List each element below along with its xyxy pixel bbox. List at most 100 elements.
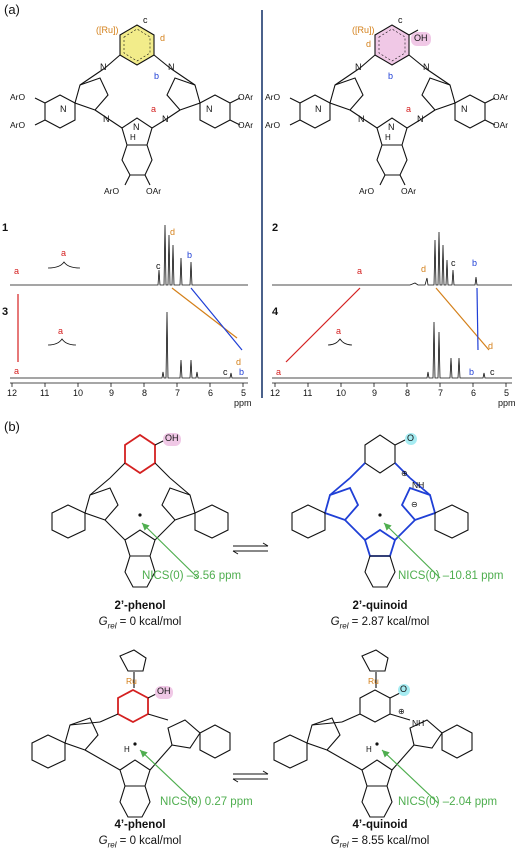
oar-left-2: OAr xyxy=(238,120,254,130)
ru-4quinoid: Ru xyxy=(368,676,379,686)
tick-right-10: 10 xyxy=(336,388,347,398)
correlation-lines xyxy=(17,287,490,363)
oar-right-bottom: OAr xyxy=(401,186,417,196)
grel-symbol: G xyxy=(98,616,108,628)
tick-left-9: 9 xyxy=(109,388,115,398)
h-4quinoid: H xyxy=(366,745,372,754)
aro-right-2: ArO xyxy=(265,120,281,130)
mol-2phenol xyxy=(51,433,229,588)
svg-text:N: N xyxy=(355,62,362,72)
structure-right-labels: N N N N N H N N xyxy=(315,62,468,142)
o-highlight-2quinoid xyxy=(405,433,417,445)
nics-4phenol: NICS(0) 0.27 ppm xyxy=(160,796,253,808)
peak-b-4: b xyxy=(469,367,475,377)
title-4quinoid: 4’-quinoid xyxy=(352,819,408,831)
equilibrium-arrows-bottom xyxy=(232,770,269,783)
peak-a-4-inset: a xyxy=(336,326,342,336)
peak-c-4: c xyxy=(490,367,495,377)
svg-text:N: N xyxy=(103,114,110,124)
oar-right-1: OAr xyxy=(493,92,509,102)
mol-2quinoid xyxy=(291,434,469,588)
spectrum-traces xyxy=(10,224,512,379)
peak-a-3: a xyxy=(14,366,20,376)
tick-right-11: 11 xyxy=(303,388,313,398)
ppm-right: ppm xyxy=(498,398,516,408)
right-axis-ticks xyxy=(274,383,507,387)
site-c-left: c xyxy=(143,15,148,25)
structure-left xyxy=(34,24,241,186)
nh-2quinoid: NH xyxy=(412,480,425,490)
title-4phenol: 4’-phenol xyxy=(114,819,166,831)
oar-right-2: OAr xyxy=(493,120,509,130)
structure-left-labels: N N N N N H N N xyxy=(60,62,213,142)
peak-d-3: d xyxy=(236,357,242,367)
grel-sub: rel xyxy=(107,840,117,850)
svg-text:N: N xyxy=(417,114,424,124)
tick-right-6: 6 xyxy=(471,388,477,398)
left-axis-ticks xyxy=(11,383,244,387)
svg-text:N: N xyxy=(358,114,365,124)
grel-value: = 8.55 kcal/mol xyxy=(348,835,430,847)
compound-3-label: 3 xyxy=(2,306,9,318)
tick-left-7: 7 xyxy=(175,388,181,398)
svg-text:N: N xyxy=(162,114,169,124)
site-d-right: d xyxy=(366,39,372,49)
tick-left-10: 10 xyxy=(73,388,84,398)
peak-c-1: c xyxy=(156,261,161,271)
svg-text:H: H xyxy=(385,133,391,142)
nics-2quinoid: NICS(0) –10.81 ppm xyxy=(398,570,504,582)
peak-a-3-inset: a xyxy=(58,326,64,336)
site-b-right: b xyxy=(388,71,394,81)
peak-b-2: b xyxy=(472,258,478,268)
ru-label-left: ([Ru]) xyxy=(96,25,119,35)
tick-right-12: 12 xyxy=(270,388,281,398)
svg-text:N: N xyxy=(315,104,322,114)
site-a-left: a xyxy=(151,104,157,114)
grel-4quinoid: Grel = 8.55 kcal/mol xyxy=(295,835,465,849)
tick-left-11: 11 xyxy=(40,388,50,398)
peak-a-1: a xyxy=(14,266,20,276)
peak-a-2: a xyxy=(357,266,363,276)
peak-b-3: b xyxy=(239,367,245,377)
peak-c-2: c xyxy=(451,258,456,268)
svg-text:N: N xyxy=(461,104,468,114)
o-4quinoid: O xyxy=(400,684,408,694)
oh-4phenol: OH xyxy=(157,686,171,696)
grel-2quinoid: Grel = 2.87 kcal/mol xyxy=(295,616,465,630)
svg-text:N: N xyxy=(206,104,213,114)
ru-label-right: ([Ru]) xyxy=(352,25,375,35)
svg-text:N: N xyxy=(388,122,395,132)
tick-left-6: 6 xyxy=(208,388,214,398)
mol-4phenol xyxy=(31,649,231,818)
grel-sub: rel xyxy=(339,840,349,850)
panel-b-label: (b) xyxy=(4,419,20,434)
grel-value: = 0 kcal/mol xyxy=(116,616,182,628)
tick-right-5: 5 xyxy=(504,388,510,398)
plus-2quinoid: ⊕ xyxy=(401,469,408,478)
grel-2phenol: Grel = 0 kcal/mol xyxy=(55,616,225,630)
plus-4quinoid: ⊕ xyxy=(398,707,405,716)
h-4phenol: H xyxy=(124,745,130,754)
peak-d-4: d xyxy=(488,341,494,351)
aro-left-2: ArO xyxy=(10,120,26,130)
grel-value: = 2.87 kcal/mol xyxy=(348,616,430,628)
oh-right: OH xyxy=(414,33,428,43)
tick-left-5: 5 xyxy=(241,388,247,398)
tick-left-8: 8 xyxy=(142,388,148,398)
site-c-right: c xyxy=(398,15,403,25)
svg-text:N: N xyxy=(423,62,430,72)
grel-symbol: G xyxy=(330,616,340,628)
site-d-left: d xyxy=(160,33,166,43)
title-2phenol: 2’-phenol xyxy=(114,600,166,612)
grel-symbol: G xyxy=(330,835,340,847)
compound-1-label: 1 xyxy=(2,222,9,234)
oh-highlight-right xyxy=(411,32,431,46)
oh-2phenol: OH xyxy=(165,433,179,443)
nics-4quinoid: NICS(0) –2.04 ppm xyxy=(398,796,498,808)
compound-4-label: 4 xyxy=(272,306,279,318)
grel-sub: rel xyxy=(339,621,349,631)
structure-right xyxy=(289,24,496,186)
oar-left-bottom: OAr xyxy=(146,186,162,196)
oh-highlight-4phenol xyxy=(155,686,173,699)
